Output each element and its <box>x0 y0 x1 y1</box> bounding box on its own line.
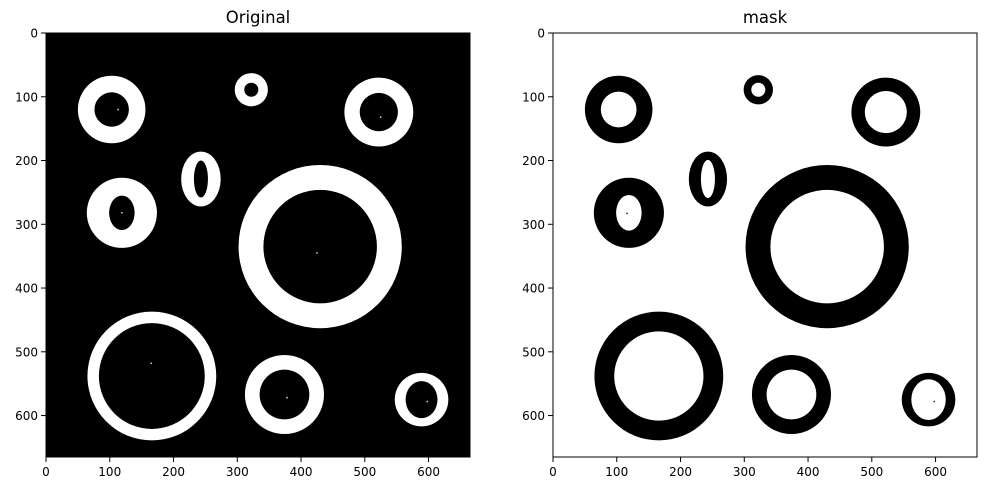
ring-hole-0 <box>94 92 129 127</box>
speck-2 <box>120 211 123 214</box>
y-tick-label: 400 <box>15 282 38 296</box>
y-tick-label: 500 <box>522 345 545 359</box>
ring-hole-3 <box>700 159 715 199</box>
axes-frame <box>552 32 978 458</box>
ring-hole-6 <box>614 331 704 421</box>
x-tick-label: 300 <box>733 465 756 479</box>
speck-6 <box>426 400 429 403</box>
y-tick-label: 600 <box>15 409 38 423</box>
panel-original: Original 0 100 200 300 400 500 600 0 100 200 300 40… <box>15 8 471 479</box>
speck-1 <box>933 400 936 403</box>
y-tick-label: 200 <box>522 154 545 168</box>
panel-mask: mask 0 100 200 300 400 500 600 0 100 200 300 400 500… <box>522 8 978 479</box>
y-tick-label: 100 <box>522 90 545 104</box>
x-tick-label: 0 <box>42 465 50 479</box>
ring-hole-1 <box>751 82 766 97</box>
image-content <box>46 33 470 457</box>
ring-hole-1 <box>244 82 259 97</box>
speck-1 <box>379 116 382 119</box>
y-tick-label: 500 <box>15 345 38 359</box>
speck-0 <box>117 108 119 111</box>
ring-hole-6 <box>98 323 205 429</box>
x-tick-label: 0 <box>549 465 557 479</box>
ring-hole-7 <box>766 369 817 420</box>
ring-hole-4 <box>616 194 642 231</box>
image-content <box>553 33 977 457</box>
y-tick-label: 0 <box>537 27 545 41</box>
ring-hole-8 <box>405 381 438 419</box>
speck-4 <box>150 362 153 365</box>
x-tick-label: 600 <box>924 465 947 479</box>
speck-3 <box>316 252 318 254</box>
x-tick-label: 600 <box>417 465 440 479</box>
x-tick-label: 400 <box>290 465 313 479</box>
x-tick-label: 300 <box>226 465 249 479</box>
ring-hole-2 <box>359 92 398 132</box>
ring-hole-7 <box>259 369 310 420</box>
y-tick-label: 300 <box>522 218 545 232</box>
ring-hole-5 <box>770 189 884 304</box>
ring-hole-2 <box>864 91 907 134</box>
y-tick-label: 200 <box>15 154 38 168</box>
y-tick-label: 0 <box>30 27 38 41</box>
y-tick-label: 100 <box>15 90 38 104</box>
y-tick-label: 600 <box>522 409 545 423</box>
axes-frame <box>45 32 471 458</box>
ring-hole-5 <box>263 189 377 304</box>
panel-title-mask: mask <box>743 8 788 27</box>
x-tick-label: 500 <box>860 465 883 479</box>
x-tick-label: 100 <box>605 465 628 479</box>
ring-hole-3 <box>193 160 208 198</box>
x-tick-label: 500 <box>353 465 376 479</box>
y-tick-label: 300 <box>15 218 38 232</box>
ring-hole-8 <box>911 379 946 421</box>
x-tick-label: 400 <box>797 465 820 479</box>
ring-hole-0 <box>600 91 637 128</box>
x-tick-label: 100 <box>98 465 121 479</box>
speck-5 <box>286 396 288 399</box>
x-tick-label: 200 <box>669 465 692 479</box>
panel-title-original: Original <box>226 8 291 27</box>
x-tick-label: 200 <box>162 465 185 479</box>
speck-0 <box>626 212 628 215</box>
y-tick-label: 400 <box>522 282 545 296</box>
